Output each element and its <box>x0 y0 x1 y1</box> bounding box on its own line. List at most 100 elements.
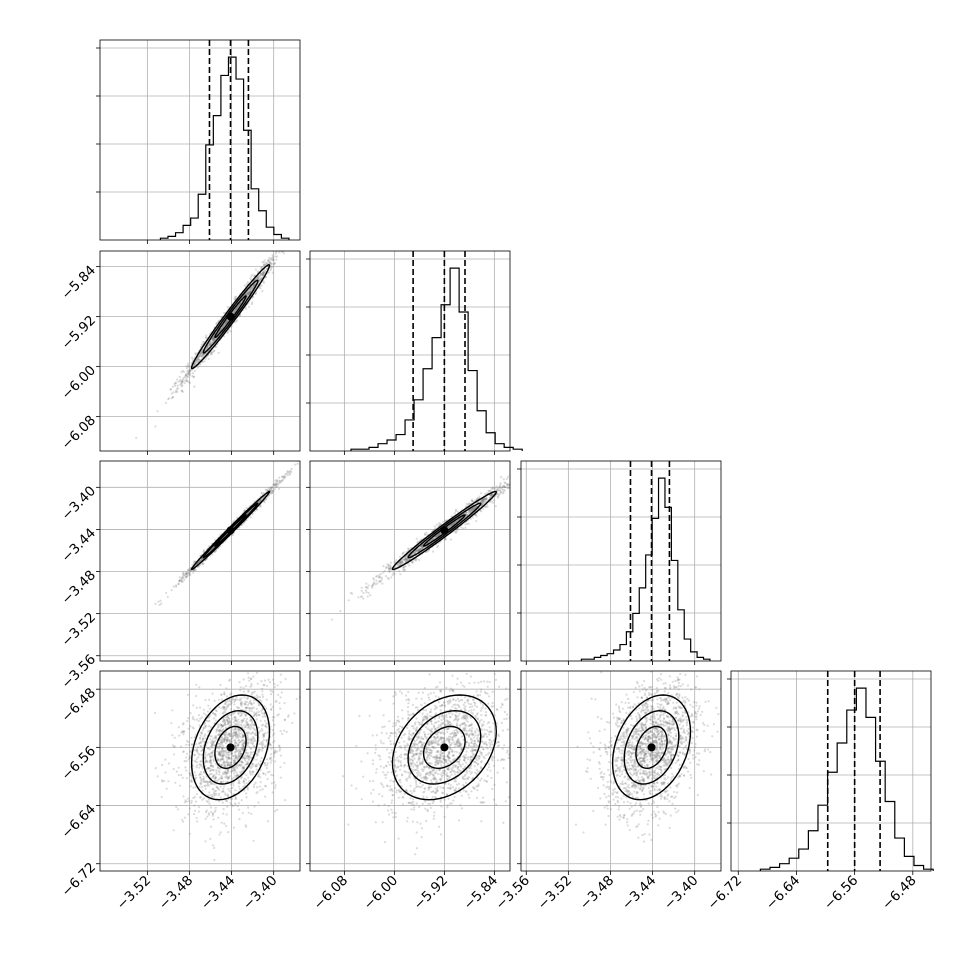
sample-point <box>250 278 253 281</box>
sample-point <box>436 535 439 538</box>
sample-point <box>181 776 184 779</box>
sample-point <box>195 766 198 769</box>
sample-point <box>377 576 380 579</box>
sample-point <box>468 502 471 505</box>
sample-point <box>480 492 483 495</box>
sample-point <box>257 775 260 778</box>
sample-point <box>375 575 378 578</box>
sample-point <box>249 290 252 293</box>
sample-point <box>192 569 195 572</box>
sample-point <box>279 681 282 684</box>
sample-point <box>419 548 422 551</box>
sample-point <box>225 320 228 323</box>
sample-point <box>506 483 509 486</box>
sample-point <box>160 602 163 605</box>
sample-point <box>206 747 209 750</box>
sample-point <box>227 330 230 333</box>
sample-point <box>276 808 279 812</box>
sample-point <box>414 558 417 561</box>
sample-point <box>220 327 223 330</box>
sample-point <box>202 727 205 730</box>
sample-point <box>275 482 278 485</box>
sample-point <box>185 572 188 576</box>
sample-point <box>503 485 506 489</box>
sample-point <box>185 367 188 370</box>
sample-point <box>244 778 248 781</box>
sample-point <box>471 508 474 511</box>
panel-1-1 <box>306 250 523 455</box>
sample-point <box>491 493 494 496</box>
sample-point <box>212 749 215 752</box>
sample-point <box>434 525 437 528</box>
sample-point <box>212 336 215 339</box>
sample-point <box>199 745 202 748</box>
sample-point <box>188 381 191 384</box>
sample-point <box>182 576 185 579</box>
sample-point <box>184 375 187 378</box>
sample-point <box>416 540 419 543</box>
sample-point <box>228 757 231 760</box>
sample-point <box>421 547 424 550</box>
sample-point <box>224 322 227 325</box>
sample-point <box>180 580 184 583</box>
sample-point <box>224 824 228 828</box>
sample-point <box>496 492 499 496</box>
sample-point <box>278 749 281 752</box>
sample-point <box>230 762 233 765</box>
sample-point <box>211 751 214 754</box>
sample-point <box>227 733 230 736</box>
sample-point <box>486 498 489 501</box>
sample-point <box>188 567 191 570</box>
sample-point <box>198 773 201 776</box>
sample-point <box>283 477 286 480</box>
sample-point <box>188 370 191 373</box>
sample-point <box>264 270 267 273</box>
sample-point <box>188 574 191 577</box>
sample-point <box>280 480 283 483</box>
sample-point <box>244 754 247 757</box>
sample-point <box>484 498 487 501</box>
sample-point <box>226 760 229 763</box>
sample-point <box>188 569 191 572</box>
sample-point <box>194 568 197 571</box>
sample-point <box>396 563 399 566</box>
sample-point <box>234 723 237 726</box>
sample-point <box>371 586 374 589</box>
sample-point <box>226 320 229 323</box>
sample-point <box>236 733 239 736</box>
sample-point <box>226 736 229 739</box>
sample-point <box>271 258 274 261</box>
sample-point <box>255 758 258 761</box>
sample-point <box>399 562 402 565</box>
sample-point <box>465 511 468 514</box>
sample-point <box>212 337 215 340</box>
sample-point <box>198 358 201 361</box>
sample-point <box>228 700 231 703</box>
sample-point <box>286 470 289 473</box>
sample-point <box>208 343 212 347</box>
sample-point <box>471 509 475 512</box>
sample-point <box>499 491 502 494</box>
sample-point <box>178 580 181 583</box>
contour-level-0 <box>391 490 498 571</box>
sample-point <box>451 523 454 526</box>
sample-point <box>387 563 390 567</box>
sample-point <box>199 351 202 354</box>
sample-point <box>339 610 342 613</box>
sample-point <box>207 357 210 360</box>
sample-point <box>209 741 212 744</box>
sample-point <box>178 579 181 582</box>
sample-point <box>273 483 276 487</box>
sample-point <box>232 311 235 314</box>
sample-point <box>378 573 381 577</box>
sample-point <box>497 495 500 498</box>
sample-point <box>177 582 180 586</box>
sample-point <box>258 704 261 707</box>
sample-point <box>230 770 233 773</box>
sample-point <box>176 387 179 390</box>
sample-point <box>186 568 190 572</box>
sample-point <box>240 746 243 749</box>
sample-point <box>475 505 478 508</box>
sample-point <box>204 780 207 784</box>
sample-point <box>247 690 250 693</box>
